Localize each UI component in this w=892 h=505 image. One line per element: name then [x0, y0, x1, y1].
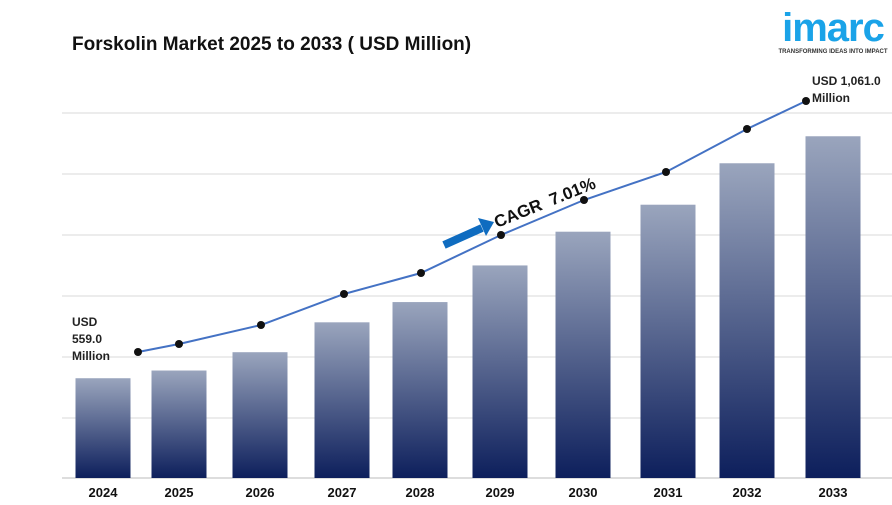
- bar-2024: [75, 378, 131, 478]
- start-unit: Million: [72, 349, 110, 363]
- bar-2026: [232, 352, 288, 478]
- bar-2025: [151, 370, 207, 478]
- bar-2028: [392, 302, 448, 478]
- trend-point-2030: [580, 196, 588, 204]
- end-unit: Million: [812, 91, 850, 105]
- trend-line: [137, 100, 807, 353]
- x-tick-label: 2029: [486, 485, 515, 500]
- start-value-annotation: USD 559.0 Million: [72, 314, 110, 365]
- start-value: 559.0: [72, 332, 103, 346]
- bar-2029: [472, 265, 528, 478]
- bar-2031: [640, 204, 696, 478]
- x-tick-label: 2033: [819, 485, 848, 500]
- trend-point-2027: [340, 290, 348, 298]
- x-tick-label: 2030: [569, 485, 598, 500]
- trend-point-2031: [662, 168, 670, 176]
- logo-tagline: TRANSFORMING IDEAS INTO IMPACT: [778, 49, 888, 55]
- x-tick-label: 2031: [654, 485, 683, 500]
- trend-point-2025: [175, 340, 183, 348]
- trend-point-2029: [497, 231, 505, 239]
- trend-point-2033: [802, 97, 810, 105]
- x-tick-label: 2027: [328, 485, 357, 500]
- x-tick-label: 2024: [89, 485, 119, 500]
- trend-point-2028: [417, 269, 425, 277]
- end-value-annotation: USD 1,061.0 Million: [812, 73, 881, 107]
- trend-point-2032: [743, 125, 751, 133]
- bar-2033: [805, 136, 861, 478]
- trend-point-2026: [257, 321, 265, 329]
- cagr-arrow-icon: [442, 218, 494, 249]
- start-currency: USD: [72, 315, 98, 329]
- x-tick-label: 2032: [733, 485, 762, 500]
- trend-point-2024: [134, 348, 142, 356]
- x-tick-label: 2025: [165, 485, 194, 500]
- chart-title: Forskolin Market 2025 to 2033 ( USD Mill…: [72, 34, 472, 55]
- x-tick-label: 2028: [406, 485, 435, 500]
- end-value: USD 1,061.0: [812, 74, 881, 88]
- logo-word: imarc: [782, 6, 885, 50]
- bar-2027: [314, 322, 370, 478]
- bar-2032: [719, 163, 775, 478]
- imarc-logo: imarc TRANSFORMING IDEAS INTO IMPACT: [776, 8, 890, 55]
- bar-2030: [555, 231, 611, 478]
- x-tick-label: 2026: [246, 485, 275, 500]
